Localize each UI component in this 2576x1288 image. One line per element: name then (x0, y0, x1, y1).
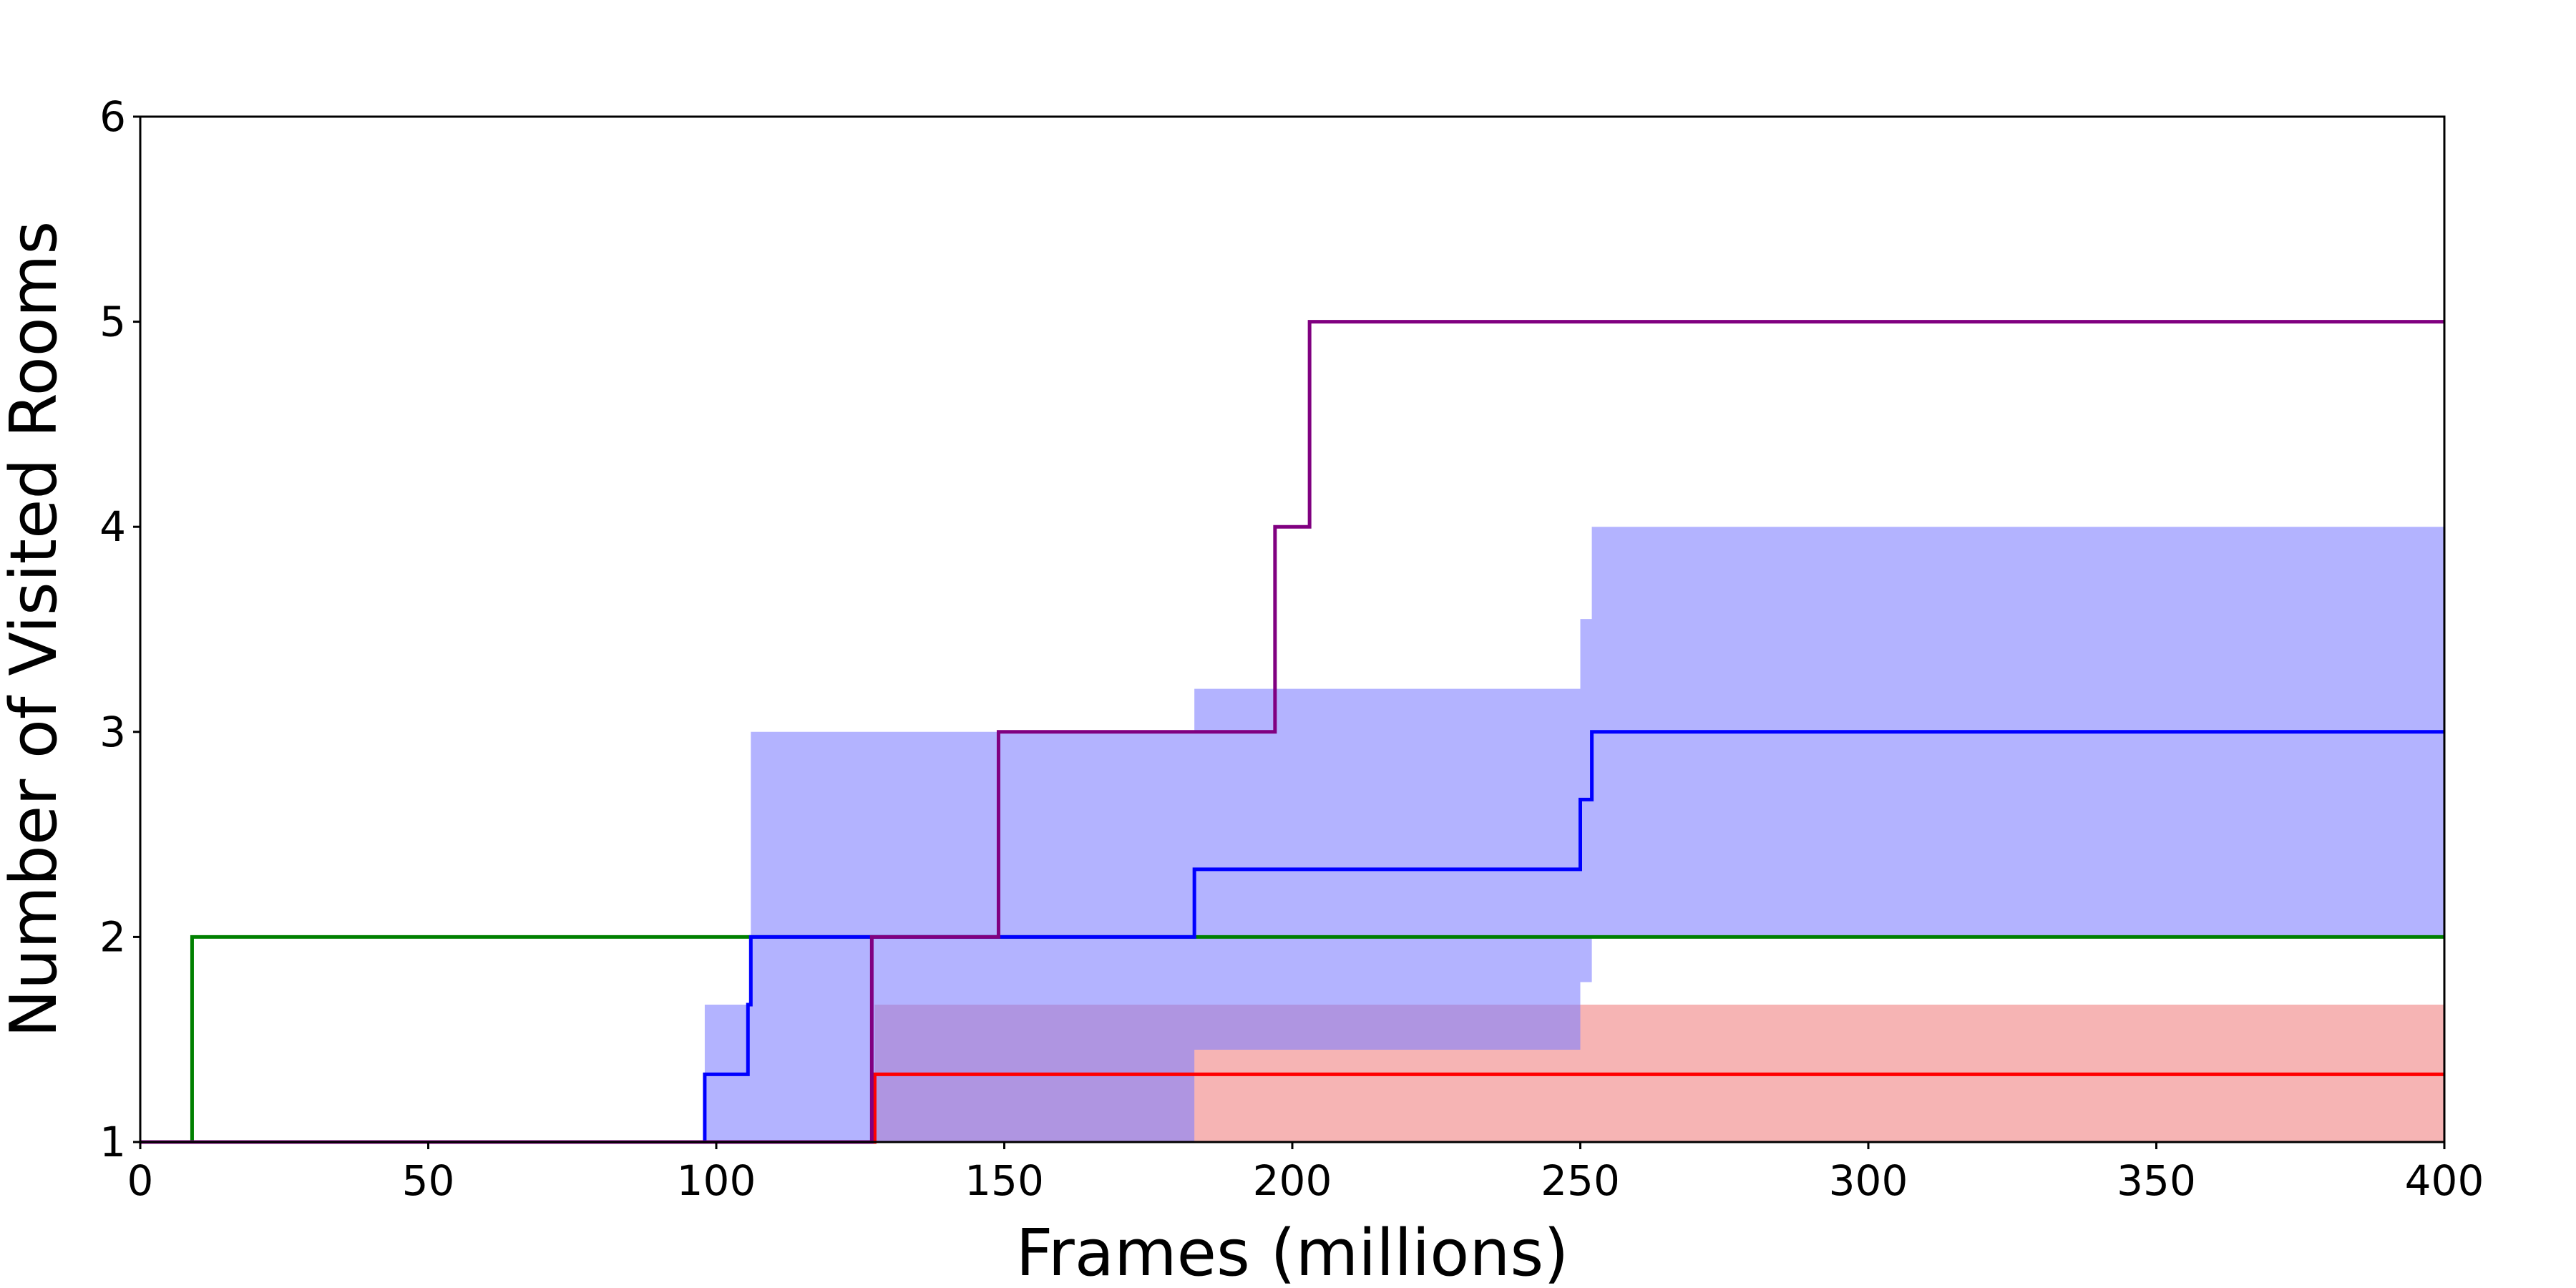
x-tick-label: 300 (1829, 1156, 1908, 1205)
x-tick-label: 100 (677, 1156, 756, 1205)
x-tick-label: 200 (1253, 1156, 1332, 1205)
x-tick-label: 50 (402, 1156, 455, 1205)
y-tick-label: 1 (99, 1118, 126, 1166)
x-tick-label: 0 (127, 1156, 154, 1205)
x-axis-title: Frames (millions) (1016, 1216, 1569, 1288)
y-tick-label: 4 (99, 502, 126, 551)
y-tick-label: 6 (99, 92, 126, 141)
y-tick-label: 2 (99, 912, 126, 961)
y-axis-title: Number of Visited Rooms (0, 221, 72, 1038)
y-axis: 1 2 3 4 5 6 (99, 92, 140, 1166)
confidence-bands (140, 527, 2444, 1142)
y-tick-label: 3 (99, 708, 126, 756)
x-tick-label: 350 (2117, 1156, 2196, 1205)
x-tick-label: 150 (965, 1156, 1044, 1205)
confidence-band-2 (140, 527, 2444, 1142)
x-tick-label: 250 (1541, 1156, 1620, 1205)
x-tick-label: 400 (2405, 1156, 2484, 1205)
series-line-4 (140, 320, 2444, 1144)
x-axis: 0 50 100 150 200 250 300 350 400 (127, 1142, 2484, 1205)
y-tick-label: 5 (99, 298, 126, 346)
